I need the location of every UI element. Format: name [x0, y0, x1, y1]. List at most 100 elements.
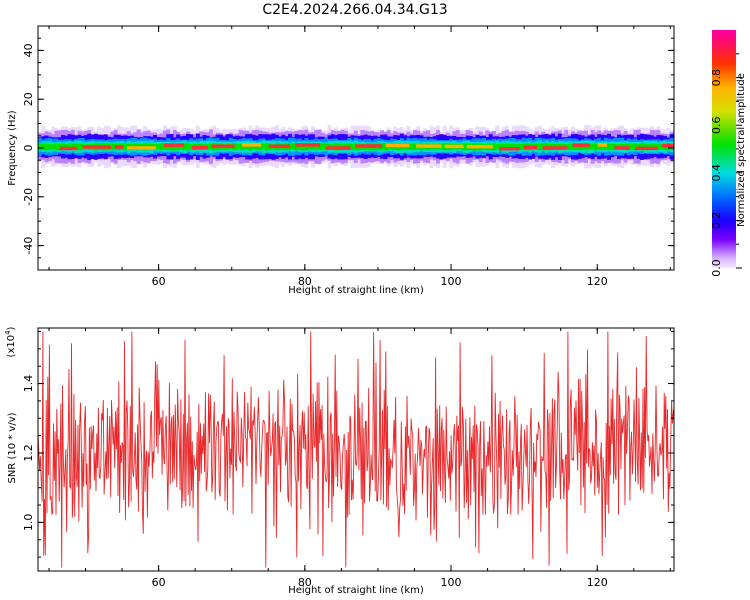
snr-panel: 60 80 100 120 1.4 1.2 1.0 Height of straight l…: [4, 326, 675, 596]
spectrogram-cell: [610, 143, 615, 150]
y-tick-label: -20: [22, 188, 35, 206]
spectrogram-cell: [492, 143, 496, 151]
spectrogram-cell: [123, 143, 128, 151]
spectrogram-core-segment: [82, 145, 112, 149]
colorbar-tick-label: 0.0: [710, 259, 723, 277]
spectrogram-cell: [110, 143, 115, 151]
spectrogram-cell: [38, 143, 42, 151]
spectrogram-cell: [574, 143, 579, 150]
y-tick-label: 1.0: [22, 514, 35, 532]
y-tick-label: 1.4: [22, 375, 35, 393]
spectrogram-core-segment: [163, 143, 185, 147]
spectrogram-cell: [594, 143, 598, 151]
spectrogram-cell: [265, 143, 269, 151]
snr-x-axis-label: Height of straight line (km): [288, 585, 424, 596]
x-tick-label: 120: [587, 275, 608, 288]
spectrogram-y-axis-label: Frequency (Hz): [7, 110, 18, 186]
y-tick-label: 20: [22, 92, 35, 106]
colorbar-gradient: [712, 30, 736, 268]
spectrogram-cell: [70, 143, 75, 150]
spectrogram-cell: [505, 143, 509, 151]
spectrogram-cell: [607, 143, 611, 151]
spectrogram-heatmap: [38, 125, 674, 169]
spectrogram-core-segment: [211, 144, 235, 148]
spectrogram-cell: [462, 143, 467, 151]
spectrogram-core-segment: [416, 144, 442, 148]
spectrogram-cell: [159, 143, 164, 151]
spectrogram-cell: [495, 143, 500, 150]
x-tick-label: 80: [298, 275, 312, 288]
spectrogram-core-segment: [466, 145, 493, 149]
spectrogram-cell: [498, 143, 503, 151]
spectrogram-core-segment: [523, 145, 537, 149]
spectrogram-cell: [294, 143, 299, 151]
spectrogram-core: [59, 143, 674, 151]
spectrogram-cell: [297, 143, 302, 150]
snr-frame: [37, 327, 675, 572]
snr-scale-exp: 4: [4, 330, 12, 335]
spectrogram-cell: [209, 143, 213, 150]
snr-series-line: [38, 331, 674, 568]
colorbar-ticks: 0.0 0.2 0.4 0.6 0.8: [710, 53, 742, 277]
x-tick-label: 60: [152, 576, 166, 589]
spectrogram-cell: [44, 143, 49, 151]
spectrogram-cell: [179, 144, 184, 150]
spectrogram-cell: [317, 143, 322, 150]
spectrogram-cell: [567, 143, 572, 150]
spectrogram-cell: [521, 143, 526, 150]
x-tick-label: 100: [441, 275, 462, 288]
spectrogram-cell: [442, 143, 447, 151]
spectrogram-cell: [77, 143, 82, 151]
colorbar-tick-label: 0.8: [710, 69, 723, 87]
spectrogram-cell: [501, 144, 506, 150]
spectrogram-cell: [238, 143, 243, 150]
spectrogram-cell: [163, 144, 167, 150]
spectrogram-cell: [245, 143, 250, 150]
x-tick-label: 100: [441, 576, 462, 589]
spectrogram-core-segment: [326, 146, 351, 150]
snr-scale-base-text: (x10: [6, 335, 17, 358]
spectrogram-cell: [518, 144, 523, 150]
spectrogram-cell: [255, 144, 259, 150]
spectrogram-cell: [291, 143, 296, 151]
spectrogram-core-segment: [114, 145, 123, 149]
snr-ticks: 60 80 100 120 1.4 1.2 1.0: [22, 328, 674, 589]
colorbar-label: Normalized spectral amplitude: [736, 73, 747, 227]
spectrogram-cell: [311, 143, 315, 150]
spectrogram-ticks: 60 80 100 120 40 20 0 -20 -40: [22, 25, 674, 288]
spectrogram-core-segment: [662, 143, 674, 148]
spectrogram-cell: [74, 143, 79, 151]
spectrogram-cell: [413, 143, 417, 150]
spectrogram-cell: [258, 143, 263, 151]
spectrogram-cell: [41, 143, 46, 151]
spectrogram-core-segment: [614, 146, 630, 150]
spectrogram-cell: [350, 143, 355, 150]
spectrogram-core-segment: [268, 144, 291, 148]
spectrogram-cell: [508, 143, 513, 150]
x-tick-label: 60: [152, 275, 166, 288]
spectrogram-cell: [57, 143, 62, 151]
spectrogram-core-segment: [572, 143, 591, 147]
spectrogram-cell: [251, 144, 256, 150]
y-tick-label: -40: [22, 237, 35, 255]
spectrogram-cell: [409, 143, 414, 150]
spectrogram-cell: [597, 143, 602, 150]
colorbar-tick-label: 0.6: [710, 116, 723, 134]
spectrogram-cell: [67, 143, 72, 150]
spectrogram-cell: [656, 143, 661, 150]
snr-y-axis-label: SNR (10 * v/v): [7, 412, 18, 483]
spectrogram-cell: [307, 144, 312, 150]
colorbar: 0.0 0.2 0.4 0.6 0.8 Normalized spectral ampl…: [710, 30, 747, 277]
snr-scale-label: (x104): [4, 326, 17, 357]
spectrogram-core-segment: [127, 146, 156, 150]
spectrogram-cell: [169, 143, 174, 151]
spectrogram-core-segment: [192, 146, 208, 150]
spectrogram-cell: [61, 143, 65, 150]
chart-title: C2E4.2024.266.04.34.G13: [262, 2, 448, 18]
spectrogram-cell: [603, 143, 608, 150]
spectrogram-core-segment: [498, 147, 520, 151]
spectrogram-cell: [235, 144, 240, 150]
spectrogram-cell: [47, 144, 52, 150]
spectrogram-cell: [54, 143, 59, 151]
